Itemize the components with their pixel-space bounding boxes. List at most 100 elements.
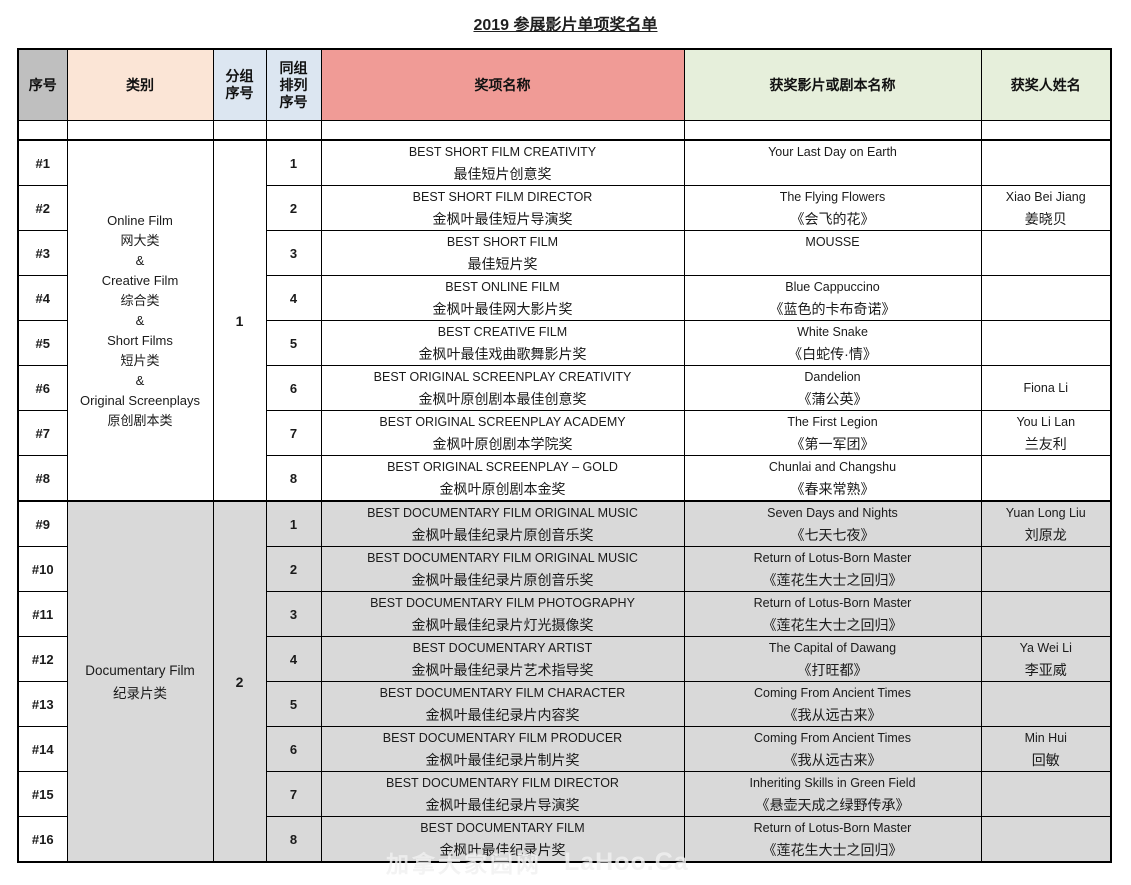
film-name-cell: The Capital of Dawang 《打旺都》: [683, 636, 982, 682]
film-name-english: Chunlai and Changshu: [768, 460, 897, 474]
award-name-cell: BEST DOCUMENTARY FILM DIRECTOR 金枫叶最佳纪录片导演…: [320, 771, 685, 817]
spacer-cell: [265, 120, 322, 141]
award-name-english: BEST CREATIVE FILM: [437, 324, 568, 339]
film-name-chinese: 《莲花生大士之回归》: [762, 842, 903, 858]
film-name-english: The First Legion: [787, 415, 878, 429]
table-row: #14 6 BEST DOCUMENTARY FILM PRODUCER 金枫叶最佳纪…: [17, 726, 1112, 772]
winner-name-english: Ya Wei Li: [1019, 640, 1072, 655]
film-name-cell: Seven Days and Nights 《七天七夜》: [683, 500, 982, 547]
film-name-chinese: 《白蛇传·情》: [788, 346, 877, 362]
order-number-cell: 6: [265, 365, 322, 411]
award-name-chinese: 最佳短片创意奖: [453, 165, 552, 182]
winner-name-english: You Li Lan: [1016, 414, 1076, 429]
group-number-cell: 2: [212, 500, 267, 863]
spacer-cell: [66, 120, 214, 141]
table-row: #7 7 BEST ORIGINAL SCREENPLAY ACADEMY 金枫叶原创…: [17, 410, 1112, 456]
film-name-cell: Return of Lotus-Born Master 《莲花生大士之回归》: [683, 816, 982, 863]
column-header-film-name: 获奖影片或剧本名称: [683, 48, 982, 121]
spacer-cell: [980, 120, 1112, 141]
winner-name-cell: [980, 681, 1112, 727]
winner-name-english: Yuan Long Liu: [1005, 505, 1086, 520]
column-header-order-number: 同组 排列 序号: [265, 48, 322, 121]
serial-cell: #13: [17, 681, 68, 727]
spacer-cell: [17, 120, 68, 141]
order-number-cell: 4: [265, 275, 322, 321]
table-header: 序号 类别 分组 序号 同组 排列 序号 奖项名称 获奖影片或剧本名称 获奖人姓…: [17, 48, 1112, 121]
serial-cell: #4: [17, 275, 68, 321]
film-name-chinese: 《莲花生大士之回归》: [762, 617, 903, 633]
winner-name-chinese: 兰友利: [1024, 435, 1067, 452]
film-name-chinese: 《蓝色的卡布奇诺》: [769, 301, 896, 317]
award-name-chinese: 金枫叶最佳网大影片奖: [432, 300, 573, 317]
table-row: #16 8 BEST DOCUMENTARY FILM 金枫叶最佳纪录片奖 Return…: [17, 816, 1112, 863]
serial-cell: #12: [17, 636, 68, 682]
winner-name-chinese: 李亚威: [1024, 661, 1067, 678]
order-number-cell: 7: [265, 410, 322, 456]
order-number-cell: 8: [265, 455, 322, 502]
award-name-chinese: 最佳短片奖: [467, 255, 538, 272]
table-row: #1 Online Film 网大类 & Creative Film 综合类 & Short …: [17, 139, 1112, 502]
award-name-chinese: 金枫叶原创剧本学院奖: [432, 435, 573, 452]
winner-name-cell: [980, 546, 1112, 592]
order-number-cell: 8: [265, 816, 322, 863]
spacer-cell: [320, 120, 685, 141]
awards-table-body: #1 Online Film 网大类 & Creative Film 综合类 & Short …: [17, 120, 1112, 863]
film-name-cell: Chunlai and Changshu 《春来常熟》: [683, 455, 982, 502]
order-number-cell: 5: [265, 681, 322, 727]
film-name-english: MOUSSE: [805, 235, 860, 249]
order-number-cell: 2: [265, 185, 322, 231]
serial-cell: #11: [17, 591, 68, 637]
category-line: Documentary Film: [85, 662, 195, 678]
film-name-cell: MOUSSE: [683, 230, 982, 276]
order-number-cell: 1: [265, 500, 322, 547]
award-name-cell: BEST ORIGINAL SCREENPLAY ACADEMY 金枫叶原创剧本学…: [320, 410, 685, 456]
serial-cell: #5: [17, 320, 68, 366]
film-name-chinese: 《我从远古来》: [783, 752, 882, 768]
film-name-chinese: 《蒲公英》: [797, 391, 868, 407]
film-name-cell: Dandelion 《蒲公英》: [683, 365, 982, 411]
award-name-english: BEST DOCUMENTARY FILM DIRECTOR: [386, 775, 619, 790]
award-name-cell: BEST CREATIVE FILM 金枫叶最佳戏曲歌舞影片奖: [320, 320, 685, 366]
award-name-chinese: 金枫叶原创剧本金奖: [439, 480, 566, 497]
category-line: 短片类: [120, 352, 160, 368]
spacer-cell: [683, 120, 982, 141]
award-name-english: BEST ORIGINAL SCREENPLAY ACADEMY: [379, 414, 626, 429]
awards-table: 序号 类别 分组 序号 同组 排列 序号 奖项名称 获奖影片或剧本名称 获奖人姓…: [17, 48, 1112, 863]
winner-name-cell: Fiona Li: [980, 365, 1112, 411]
film-name-cell: The First Legion 《第一军团》: [683, 410, 982, 456]
film-name-cell: Coming From Ancient Times 《我从远古来》: [683, 726, 982, 772]
award-name-cell: BEST DOCUMENTARY FILM PRODUCER 金枫叶最佳纪录片制片…: [320, 726, 685, 772]
winner-name-cell: Ya Wei Li 李亚威: [980, 636, 1112, 682]
award-name-chinese: 金枫叶最佳纪录片灯光摄像奖: [411, 616, 594, 633]
winner-name-cell: [980, 139, 1112, 186]
column-header-serial: 序号: [17, 48, 68, 121]
category-line: Short Films: [107, 332, 173, 348]
winner-name-cell: [980, 275, 1112, 321]
film-name-english: Return of Lotus-Born Master: [753, 596, 912, 610]
serial-cell: #6: [17, 365, 68, 411]
winner-name-cell: You Li Lan 兰友利: [980, 410, 1112, 456]
order-number-cell: 3: [265, 591, 322, 637]
winner-name-cell: [980, 230, 1112, 276]
serial-cell: #3: [17, 230, 68, 276]
category-line: Original Screenplays: [80, 392, 200, 408]
category-cell: Documentary Film 纪录片类: [66, 500, 214, 863]
winner-name-cell: Xiao Bei Jiang 姜晓贝: [980, 185, 1112, 231]
category-line: 纪录片类: [113, 685, 167, 701]
award-name-cell: BEST ONLINE FILM 金枫叶最佳网大影片奖: [320, 275, 685, 321]
category-line: &: [135, 312, 145, 328]
film-name-cell: Blue Cappuccino 《蓝色的卡布奇诺》: [683, 275, 982, 321]
group-number-cell: 1: [212, 139, 267, 502]
page-title-text: 2019 参展影片单项奖名单: [473, 17, 658, 34]
award-name-english: BEST DOCUMENTARY FILM CHARACTER: [379, 685, 626, 700]
award-name-english: BEST DOCUMENTARY FILM PRODUCER: [382, 730, 623, 745]
film-name-chinese: 《我从远古来》: [783, 707, 882, 723]
winner-name-cell: Yuan Long Liu 刘原龙: [980, 500, 1112, 547]
category-line: 综合类: [120, 292, 160, 308]
order-number-cell: 6: [265, 726, 322, 772]
table-row: #12 4 BEST DOCUMENTARY ARTIST 金枫叶最佳纪录片艺术指导奖…: [17, 636, 1112, 682]
order-number-cell: 7: [265, 771, 322, 817]
table-row: #10 2 BEST DOCUMENTARY FILM ORIGINAL MUSIC…: [17, 546, 1112, 592]
film-name-english: Return of Lotus-Born Master: [753, 551, 912, 565]
category-line: Online Film: [107, 212, 173, 228]
